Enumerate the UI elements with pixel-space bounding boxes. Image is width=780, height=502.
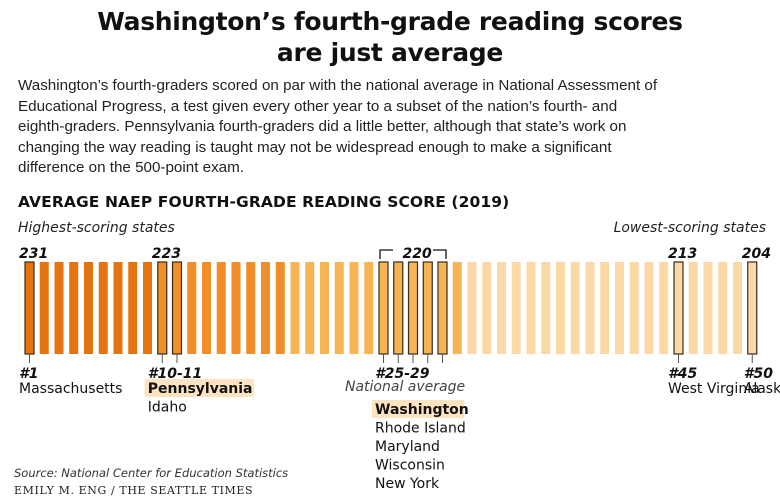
state-bar-rank-32 — [482, 262, 492, 354]
state-bar-rank-15 — [231, 262, 241, 354]
score-label-213: 213 — [668, 246, 697, 262]
state-bar-rank-45 — [673, 261, 684, 355]
state-bar-rank-2 — [39, 262, 49, 354]
state-bar-rank-33 — [497, 262, 506, 354]
rank-label-50: #50 — [744, 366, 773, 382]
state-bar-rank-38 — [570, 262, 580, 354]
state-bar-rank-28 — [422, 261, 433, 355]
state-bar-rank-26 — [393, 261, 404, 355]
state-bar-rank-8 — [128, 262, 138, 354]
state-bar-rank-7 — [113, 262, 123, 354]
score-label-220: 220 — [403, 246, 432, 262]
state-bar-rank-23 — [349, 262, 359, 354]
byline-credit: EMILY M. ENG / THE SEATTLE TIMES — [14, 484, 254, 497]
state-bar-rank-35 — [526, 262, 536, 354]
headline-line-1: Washington’s fourth-grade reading scores — [97, 7, 683, 36]
rank-label-1: #1 — [19, 366, 38, 382]
state-bar-rank-37 — [556, 262, 565, 354]
score-label-231: 231 — [19, 246, 48, 262]
intro-line-2: Educational Progress, a test given every… — [18, 97, 618, 115]
state-bar-rank-44 — [659, 262, 669, 354]
state-bar-rank-1 — [24, 261, 35, 355]
state-name-idaho: Idaho — [148, 400, 187, 416]
state-bar-rank-43 — [644, 262, 654, 354]
state-bar-rank-39 — [585, 262, 595, 354]
highlight-washington — [372, 400, 464, 418]
state-bar-rank-21 — [320, 262, 329, 354]
state-bar-rank-16 — [246, 262, 256, 354]
intro-paragraph: Washington’s fourth-graders scored on pa… — [18, 76, 768, 179]
state-bar-rank-36 — [541, 262, 551, 354]
state-bar-rank-22 — [334, 262, 344, 354]
national-average-bracket — [379, 249, 447, 259]
state-bar-rank-14 — [216, 262, 226, 354]
state-name-massachusetts: Massachusetts — [19, 381, 122, 397]
state-bar-rank-20 — [305, 262, 315, 354]
source-note: Source: National Center for Education St… — [14, 466, 289, 480]
state-bar-rank-48 — [718, 262, 728, 354]
state-name-wisconsin: Wisconsin — [375, 458, 445, 474]
state-bar-rank-30 — [452, 262, 462, 354]
highest-states-note: Highest-scoring states — [18, 220, 175, 236]
state-bar-rank-41 — [615, 262, 624, 354]
state-bar-rank-10 — [157, 261, 168, 355]
state-bar-rank-13 — [202, 262, 211, 354]
headline-line-2: are just average — [276, 38, 504, 67]
state-name-west-virginia: West Virginia — [668, 381, 760, 397]
highlight-pennsylvania — [144, 379, 254, 397]
state-name-washington: Washington — [375, 402, 469, 418]
national-average-label: National average — [345, 379, 465, 395]
chart-title: AVERAGE NAEP FOURTH-GRADE READING SCORE … — [18, 193, 510, 211]
rank-label-10-11: #10-11 — [148, 366, 203, 382]
state-bar-rank-4 — [69, 262, 79, 354]
rank-label-45: #45 — [668, 366, 697, 382]
state-name-pennsylvania: Pennsylvania — [148, 381, 253, 397]
state-bar-rank-46 — [688, 262, 698, 354]
state-bar-rank-34 — [511, 262, 521, 354]
state-name-new-york: New York — [375, 476, 440, 492]
state-name-alaska: Alaska — [744, 381, 780, 397]
intro-line-5: difference on the 500-point exam. — [18, 159, 244, 176]
state-bar-rank-27 — [407, 261, 419, 355]
state-bar-rank-40 — [600, 262, 610, 354]
lowest-states-note: Lowest-scoring states — [613, 220, 766, 236]
intro-line-1: Washington’s fourth-graders scored on pa… — [18, 77, 658, 94]
state-bar-rank-19 — [290, 262, 300, 354]
state-name-rhode-island: Rhode Island — [375, 421, 466, 437]
state-bar-rank-29 — [437, 261, 448, 355]
state-bar-rank-31 — [467, 262, 477, 354]
intro-line-4: changing the way reading is taught may n… — [18, 138, 612, 156]
state-bar-rank-47 — [703, 262, 713, 354]
state-bar-rank-17 — [261, 262, 270, 354]
state-bar-rank-5 — [84, 262, 93, 354]
rank-label-25-29: #25-29 — [375, 366, 430, 382]
state-bar-rank-3 — [54, 262, 64, 354]
state-bar-rank-12 — [187, 262, 197, 354]
state-bar-rank-11 — [171, 261, 183, 355]
state-bar-rank-6 — [98, 262, 108, 354]
headline: Washington’s fourth-grade reading scores… — [0, 6, 780, 68]
score-label-204: 204 — [742, 246, 771, 262]
state-bar-rank-18 — [275, 262, 285, 354]
state-bar-rank-24 — [364, 262, 374, 354]
state-bar-rank-25 — [378, 261, 389, 355]
state-bar-rank-50 — [747, 261, 758, 355]
score-label-223: 223 — [152, 246, 181, 262]
intro-line-3: eighth-graders. Pennsylvania fourth-grad… — [18, 118, 627, 135]
state-name-maryland: Maryland — [375, 439, 440, 455]
state-bar-rank-42 — [629, 262, 639, 354]
state-bar-rank-9 — [143, 262, 152, 354]
state-bar-rank-49 — [733, 262, 742, 354]
